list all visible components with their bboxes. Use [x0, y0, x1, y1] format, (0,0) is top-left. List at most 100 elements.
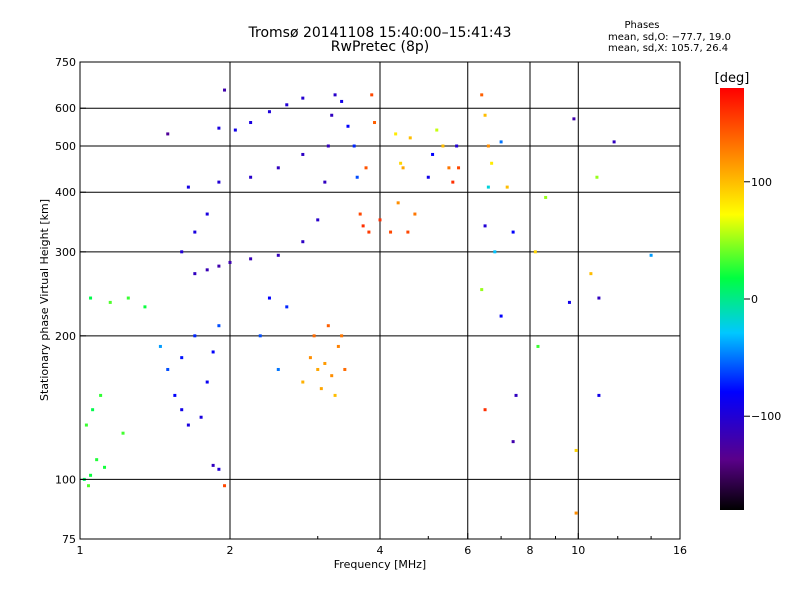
phase-stats-x: mean, sd,X: 105.7, 26.4 — [608, 43, 729, 54]
data-point — [193, 272, 197, 276]
chart-subtitle: RwPretec (8p) — [330, 39, 430, 55]
data-point — [95, 458, 99, 462]
data-point — [511, 440, 515, 444]
data-point — [499, 314, 503, 318]
y-tick-label: 75 — [62, 533, 76, 546]
data-point — [490, 161, 494, 165]
data-point — [180, 408, 184, 412]
data-point — [319, 387, 323, 391]
data-point — [426, 175, 430, 179]
colorbar-tick-label: 100 — [751, 176, 772, 189]
colorbar-tick-label: −100 — [751, 410, 781, 423]
data-point — [370, 93, 374, 97]
data-point — [276, 367, 280, 371]
data-point — [330, 374, 334, 378]
data-point — [166, 132, 170, 136]
data-point — [483, 113, 487, 117]
colorbar — [720, 88, 744, 510]
data-point — [99, 393, 103, 397]
data-point — [205, 212, 209, 216]
data-point — [401, 166, 405, 170]
colorbar-unit-label: [deg] — [715, 71, 750, 86]
data-point — [249, 175, 253, 179]
data-point — [228, 260, 232, 264]
data-point — [211, 350, 215, 354]
chart-title: Tromsø 20141108 15:40:00–15:41:43 — [248, 25, 512, 41]
data-point — [103, 465, 107, 469]
y-axis: 750 600 500 400 300 200 100 75 — [55, 56, 86, 546]
data-point — [217, 324, 221, 328]
data-point — [493, 250, 497, 254]
data-point — [285, 305, 289, 309]
data-point — [597, 296, 601, 300]
data-point — [486, 144, 490, 148]
data-point — [408, 136, 412, 140]
data-point — [536, 344, 540, 348]
data-point — [166, 367, 170, 371]
data-point — [597, 393, 601, 397]
data-point — [483, 224, 487, 228]
data-point — [186, 423, 190, 427]
data-point — [186, 185, 190, 189]
data-point — [84, 423, 88, 427]
data-point — [574, 511, 578, 515]
data-point — [567, 300, 571, 304]
data-point — [399, 161, 403, 165]
data-point — [431, 152, 435, 156]
data-point — [333, 93, 337, 97]
x-tick-label: 1 — [77, 544, 84, 557]
data-point — [205, 268, 209, 272]
data-point — [435, 128, 439, 132]
data-point — [533, 250, 537, 254]
data-point — [326, 144, 330, 148]
x-tick-label: 8 — [527, 544, 534, 557]
data-point — [316, 367, 320, 371]
y-tick-label: 500 — [55, 140, 76, 153]
data-point — [258, 334, 262, 338]
data-point — [457, 166, 461, 170]
data-point — [143, 305, 147, 309]
data-point — [572, 117, 576, 121]
data-point — [367, 230, 371, 234]
y-tick-label: 100 — [55, 473, 76, 486]
data-point — [355, 175, 359, 179]
data-point — [389, 230, 393, 234]
data-point — [340, 99, 344, 103]
data-point — [193, 230, 197, 234]
data-point — [441, 144, 445, 148]
data-point — [544, 195, 548, 199]
x-tick-label: 10 — [571, 544, 585, 557]
data-point — [346, 124, 350, 128]
data-point — [267, 110, 271, 114]
data-point — [406, 230, 410, 234]
y-axis-label: Stationary phase Virtual Height [km] — [38, 199, 51, 401]
data-point — [217, 467, 221, 471]
data-point — [205, 380, 209, 384]
data-point — [249, 121, 253, 125]
y-tick-label: 750 — [55, 56, 76, 69]
data-point — [276, 166, 280, 170]
phase-stats-title: Phases — [624, 20, 660, 31]
data-point — [89, 296, 93, 300]
data-point — [514, 393, 518, 397]
data-point — [108, 300, 112, 304]
y-tick-label: 600 — [55, 102, 76, 115]
data-point — [180, 356, 184, 360]
x-tick-label: 16 — [673, 544, 687, 557]
data-point — [595, 175, 599, 179]
data-point — [483, 408, 487, 412]
data-point — [333, 393, 337, 397]
data-point — [91, 408, 95, 412]
data-point — [267, 296, 271, 300]
data-point — [86, 484, 90, 488]
data-point — [451, 180, 455, 184]
data-point — [89, 473, 93, 477]
data-point — [330, 113, 334, 117]
data-point — [217, 126, 221, 130]
data-point — [316, 218, 320, 222]
data-point — [352, 144, 356, 148]
data-point — [336, 344, 340, 348]
x-axis-label: Frequency [MHz] — [334, 558, 426, 571]
data-point — [649, 253, 653, 257]
